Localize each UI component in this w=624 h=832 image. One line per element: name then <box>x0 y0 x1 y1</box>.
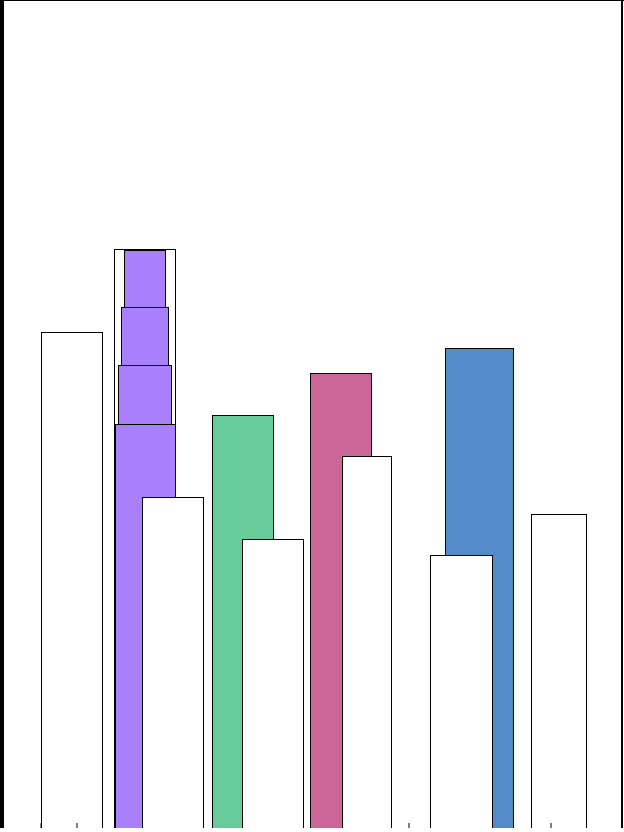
frame-top-edge <box>0 0 624 1</box>
hollow-bar-5 <box>430 555 493 829</box>
hollow-bar-3 <box>242 539 304 829</box>
frame-left-edge <box>0 0 4 828</box>
hollow-bar-6 <box>531 514 587 829</box>
frame-right-edge <box>621 0 623 828</box>
bottom-tick-marks <box>40 823 552 828</box>
purple-stack-block-3 <box>124 250 166 308</box>
hollow-bar-2 <box>142 497 204 829</box>
hollow-bar-4 <box>342 456 392 829</box>
purple-stack-block-1 <box>118 365 172 425</box>
purple-stack-block-2 <box>121 307 169 366</box>
hollow-bar-1 <box>41 332 103 829</box>
